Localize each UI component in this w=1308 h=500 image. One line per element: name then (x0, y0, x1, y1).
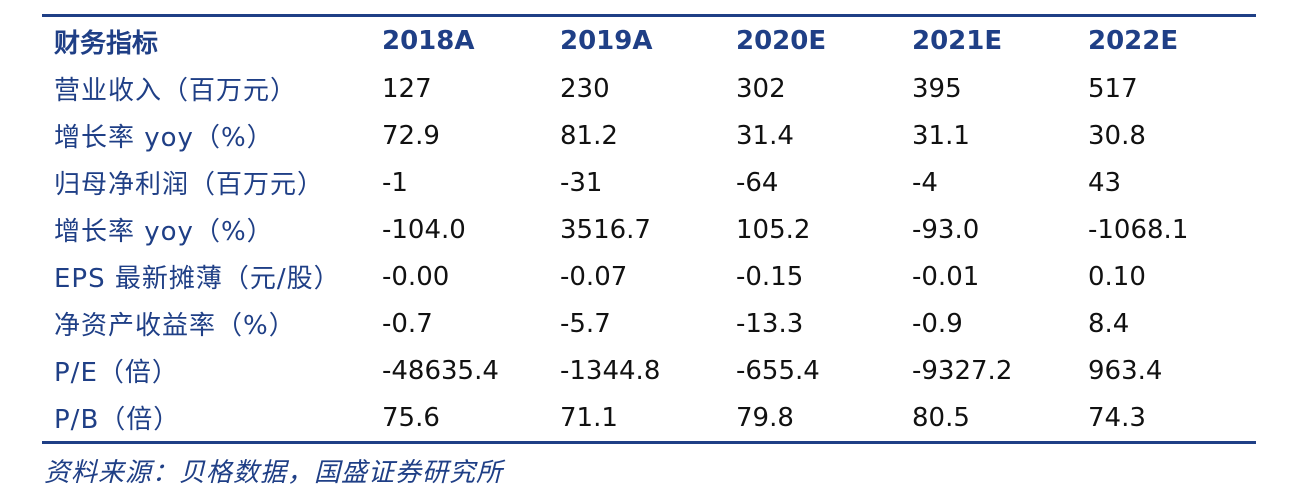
table-row: EPS 最新摊薄（元/股） -0.00 -0.07 -0.15 -0.01 0.… (42, 253, 1256, 300)
table-row: 增长率 yoy（%） -104.0 3516.7 105.2 -93.0 -10… (42, 206, 1256, 253)
table-cell: -0.01 (912, 261, 980, 292)
header-indicator: 财务指标 (54, 28, 159, 59)
table-cell: 71.1 (560, 402, 618, 433)
table-cell: 0.10 (1088, 261, 1146, 292)
row-label: EPS 最新摊薄（元/股） (54, 264, 341, 294)
header-2022e: 2022E (1088, 26, 1179, 56)
table-row: 净资产收益率（%） -0.7 -5.7 -13.3 -0.9 8.4 (42, 300, 1256, 347)
table-cell: -0.7 (382, 308, 433, 339)
header-2021e: 2021E (912, 26, 1003, 56)
row-label: 归母净利润（百万元） (54, 170, 325, 200)
table-cell: -13.3 (736, 308, 804, 339)
table-cell: 517 (1088, 73, 1138, 104)
table-cell: -31 (560, 167, 603, 198)
row-label: 增长率 yoy（%） (54, 217, 274, 247)
table-bottom-rule (42, 441, 1256, 444)
table-cell: 105.2 (736, 214, 811, 245)
table-cell: 31.1 (912, 120, 970, 151)
table-cell: -0.07 (560, 261, 628, 292)
table-cell: 80.5 (912, 402, 970, 433)
table-cell: -9327.2 (912, 355, 1013, 386)
table-cell: 3516.7 (560, 214, 651, 245)
table-top-rule (42, 14, 1256, 17)
table-cell: 43 (1088, 167, 1122, 198)
financial-indicators-table: 财务指标 2018A 2019A 2020E 2021E 2022E 营业收入（… (42, 17, 1256, 441)
table-cell: -1 (382, 167, 408, 198)
source-note: 资料来源：贝格数据，国盛证券研究所 (44, 458, 504, 488)
table-cell: -0.00 (382, 261, 450, 292)
table-cell: -48635.4 (382, 355, 499, 386)
table-row: 归母净利润（百万元） -1 -31 -64 -4 43 (42, 159, 1256, 206)
table-header-row: 财务指标 2018A 2019A 2020E 2021E 2022E (42, 17, 1256, 65)
table-cell: -4 (912, 167, 938, 198)
table-row: P/E（倍） -48635.4 -1344.8 -655.4 -9327.2 9… (42, 347, 1256, 394)
table-cell: -93.0 (912, 214, 980, 245)
row-label: 营业收入（百万元） (54, 76, 298, 106)
table-cell: 72.9 (382, 120, 440, 151)
table-cell: 963.4 (1088, 355, 1163, 386)
table-cell: 230 (560, 73, 610, 104)
header-2018a: 2018A (382, 26, 475, 56)
table-cell: -1068.1 (1088, 214, 1189, 245)
header-2020e: 2020E (736, 26, 827, 56)
table-cell: 8.4 (1088, 308, 1130, 339)
row-label: P/E（倍） (54, 358, 179, 388)
row-label: 增长率 yoy（%） (54, 123, 274, 153)
table-row: P/B（倍） 75.6 71.1 79.8 80.5 74.3 (42, 394, 1256, 441)
table-cell: -0.9 (912, 308, 963, 339)
table-cell: 127 (382, 73, 432, 104)
table-cell: 74.3 (1088, 402, 1146, 433)
row-label: P/B（倍） (54, 405, 181, 435)
row-label: 净资产收益率（%） (54, 311, 296, 341)
table-cell: 302 (736, 73, 786, 104)
table-cell: 31.4 (736, 120, 794, 151)
table-cell: -655.4 (736, 355, 820, 386)
table-cell: -64 (736, 167, 779, 198)
table-cell: 395 (912, 73, 962, 104)
table-cell: -5.7 (560, 308, 611, 339)
table-cell: 30.8 (1088, 120, 1146, 151)
table-cell: 81.2 (560, 120, 618, 151)
table-row: 营业收入（百万元） 127 230 302 395 517 (42, 65, 1256, 112)
table-cell: -1344.8 (560, 355, 661, 386)
header-2019a: 2019A (560, 26, 653, 56)
financial-table-container: 财务指标 2018A 2019A 2020E 2021E 2022E 营业收入（… (42, 14, 1256, 444)
table-row: 增长率 yoy（%） 72.9 81.2 31.4 31.1 30.8 (42, 112, 1256, 159)
table-cell: 75.6 (382, 402, 440, 433)
table-cell: -104.0 (382, 214, 466, 245)
table-cell: -0.15 (736, 261, 804, 292)
table-cell: 79.8 (736, 402, 794, 433)
